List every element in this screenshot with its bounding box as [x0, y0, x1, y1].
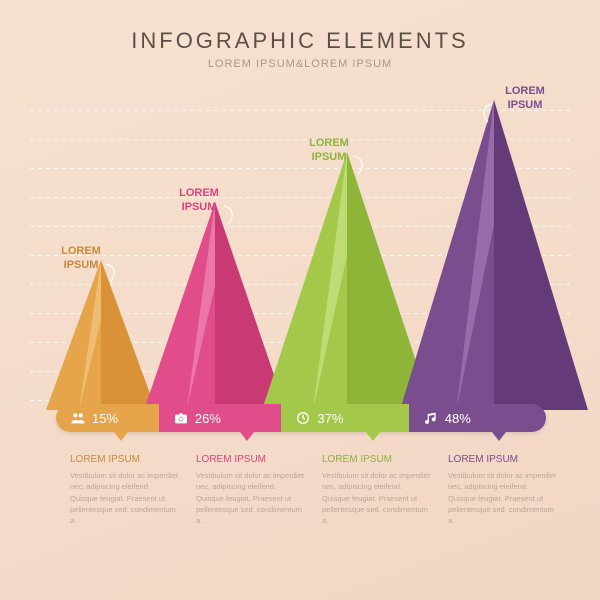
pointer-icon — [366, 432, 380, 441]
music-icon — [423, 410, 439, 426]
pyramid-4 — [400, 100, 588, 410]
pyramid-chart: LOREMIPSUMLOREMIPSUMLOREMIPSUMLOREMIPSUM — [56, 120, 556, 410]
swoosh-icon — [222, 204, 240, 226]
percent-value: 15% — [92, 411, 118, 426]
camera-icon — [173, 410, 189, 426]
page-title: INFOGRAPHIC ELEMENTS — [0, 28, 600, 54]
swoosh-icon — [476, 102, 494, 124]
description-3: LOREM IPSUM Vestibulum sit dolor ac imper… — [322, 452, 432, 526]
bar-segment-2: 26% — [159, 404, 282, 432]
header: INFOGRAPHIC ELEMENTS LOREM IPSUM&LOREM I… — [0, 0, 600, 70]
pointer-icon — [114, 432, 128, 441]
description-title: LOREM IPSUM — [196, 452, 306, 467]
people-icon — [70, 410, 86, 426]
pyramid-1 — [46, 260, 156, 410]
description-title: LOREM IPSUM — [448, 452, 558, 467]
description-title: LOREM IPSUM — [70, 452, 180, 467]
description-body: Vestibulum sit dolor ac imperdiet nec, a… — [322, 471, 430, 525]
description-title: LOREM IPSUM — [322, 452, 432, 467]
pyramid-label-4: LOREMIPSUM — [482, 84, 568, 113]
description-2: LOREM IPSUM Vestibulum sit dolor ac imper… — [196, 452, 306, 526]
description-body: Vestibulum sit dolor ac imperdiet nec, a… — [70, 471, 178, 525]
bar-segment-1: 15% — [56, 404, 159, 432]
description-body: Vestibulum sit dolor ac imperdiet nec, a… — [448, 471, 556, 525]
description-body: Vestibulum sit dolor ac imperdiet nec, a… — [196, 471, 304, 525]
swoosh-icon — [352, 154, 370, 176]
bar-segment-4: 48% — [409, 404, 546, 432]
percent-bar: 15% 26% 37% 48% — [56, 404, 546, 432]
bar-segment-3: 37% — [281, 404, 408, 432]
clock-icon — [295, 410, 311, 426]
percent-value: 37% — [317, 411, 343, 426]
pointer-icon — [240, 432, 254, 441]
percent-value: 48% — [445, 411, 471, 426]
swoosh-icon — [104, 262, 122, 284]
percent-value: 26% — [195, 411, 221, 426]
description-4: LOREM IPSUM Vestibulum sit dolor ac imper… — [448, 452, 558, 526]
page-subtitle: LOREM IPSUM&LOREM IPSUM — [0, 58, 600, 70]
pointer-icon — [492, 432, 506, 441]
description-1: LOREM IPSUM Vestibulum sit dolor ac imper… — [70, 452, 180, 526]
